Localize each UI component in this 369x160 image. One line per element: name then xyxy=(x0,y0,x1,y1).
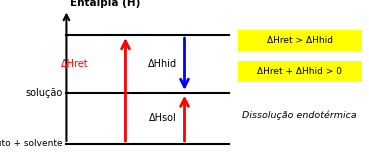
FancyBboxPatch shape xyxy=(238,61,362,82)
Text: Dissolução endotérmica: Dissolução endotérmica xyxy=(242,110,357,120)
Text: ΔHhid: ΔHhid xyxy=(148,59,177,69)
Text: ΔHret + ΔHhid > 0: ΔHret + ΔHhid > 0 xyxy=(257,67,342,76)
FancyBboxPatch shape xyxy=(238,30,362,51)
Text: soluto + solvente: soluto + solvente xyxy=(0,140,63,148)
Text: ΔHret > ΔHhid: ΔHret > ΔHhid xyxy=(267,36,333,45)
Text: ΔHret: ΔHret xyxy=(61,59,89,69)
Text: solução: solução xyxy=(25,88,63,98)
Text: Entalpia (H): Entalpia (H) xyxy=(70,0,141,8)
Text: ΔHsol: ΔHsol xyxy=(149,113,177,123)
